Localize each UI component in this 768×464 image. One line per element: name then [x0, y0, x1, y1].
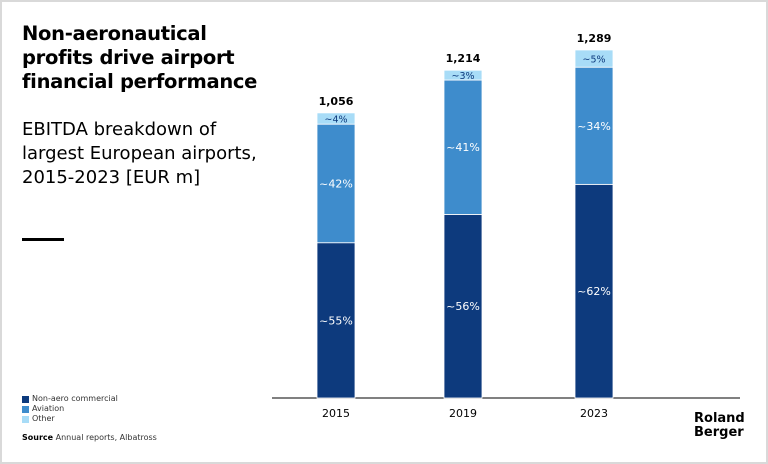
segment-label: ~4% — [324, 115, 347, 126]
segment-label: ~55% — [319, 314, 353, 327]
segment-label: ~34% — [577, 120, 611, 133]
legend-label: Non-aero commercial — [32, 394, 118, 403]
source-label: Source — [22, 433, 54, 442]
bar-segment — [316, 123, 356, 244]
segment-label: ~3% — [451, 71, 474, 82]
total-label: 1,289 — [577, 32, 612, 45]
segment-label: ~5% — [582, 55, 605, 66]
legend-swatch — [22, 395, 29, 403]
roland-berger-logo: Roland Berger — [694, 412, 745, 440]
segment-label: ~41% — [446, 141, 480, 154]
legend-item: Non-aero commercial — [22, 394, 118, 404]
total-label: 1,056 — [319, 95, 354, 108]
bar-segment — [316, 112, 356, 125]
logo-line: Berger — [694, 425, 744, 440]
bar-segment — [316, 242, 356, 399]
legend-item: Other — [22, 414, 118, 424]
bar-segment — [443, 79, 483, 215]
legend-label: Other — [32, 414, 55, 423]
bar-segment — [574, 49, 614, 68]
legend: Non-aero commercial Aviation Other — [22, 394, 118, 424]
x-tick-label: 2019 — [449, 407, 477, 420]
segment-label: ~62% — [577, 285, 611, 298]
x-tick-label: 2015 — [322, 407, 350, 420]
bar-segment — [443, 69, 483, 81]
chart-subtitle: EBITDA breakdown of largest European air… — [22, 119, 257, 188]
title-rule — [22, 238, 64, 241]
total-label: 1,214 — [446, 52, 481, 65]
segment-label: ~56% — [446, 300, 480, 313]
source-text: Annual reports, Albatross — [55, 433, 157, 442]
legend-item: Aviation — [22, 404, 118, 414]
x-tick-label: 2023 — [580, 407, 608, 420]
logo-line: Roland — [694, 411, 745, 426]
chart-title: Non-aeronautical profits drive airport f… — [22, 22, 258, 93]
bar-segment — [443, 214, 483, 399]
bar-segment — [574, 183, 614, 399]
legend-swatch — [22, 405, 29, 413]
source-note: Source Annual reports, Albatross — [22, 433, 157, 442]
legend-swatch — [22, 415, 29, 423]
segment-label: ~42% — [319, 177, 353, 190]
legend-label: Aviation — [32, 404, 65, 413]
